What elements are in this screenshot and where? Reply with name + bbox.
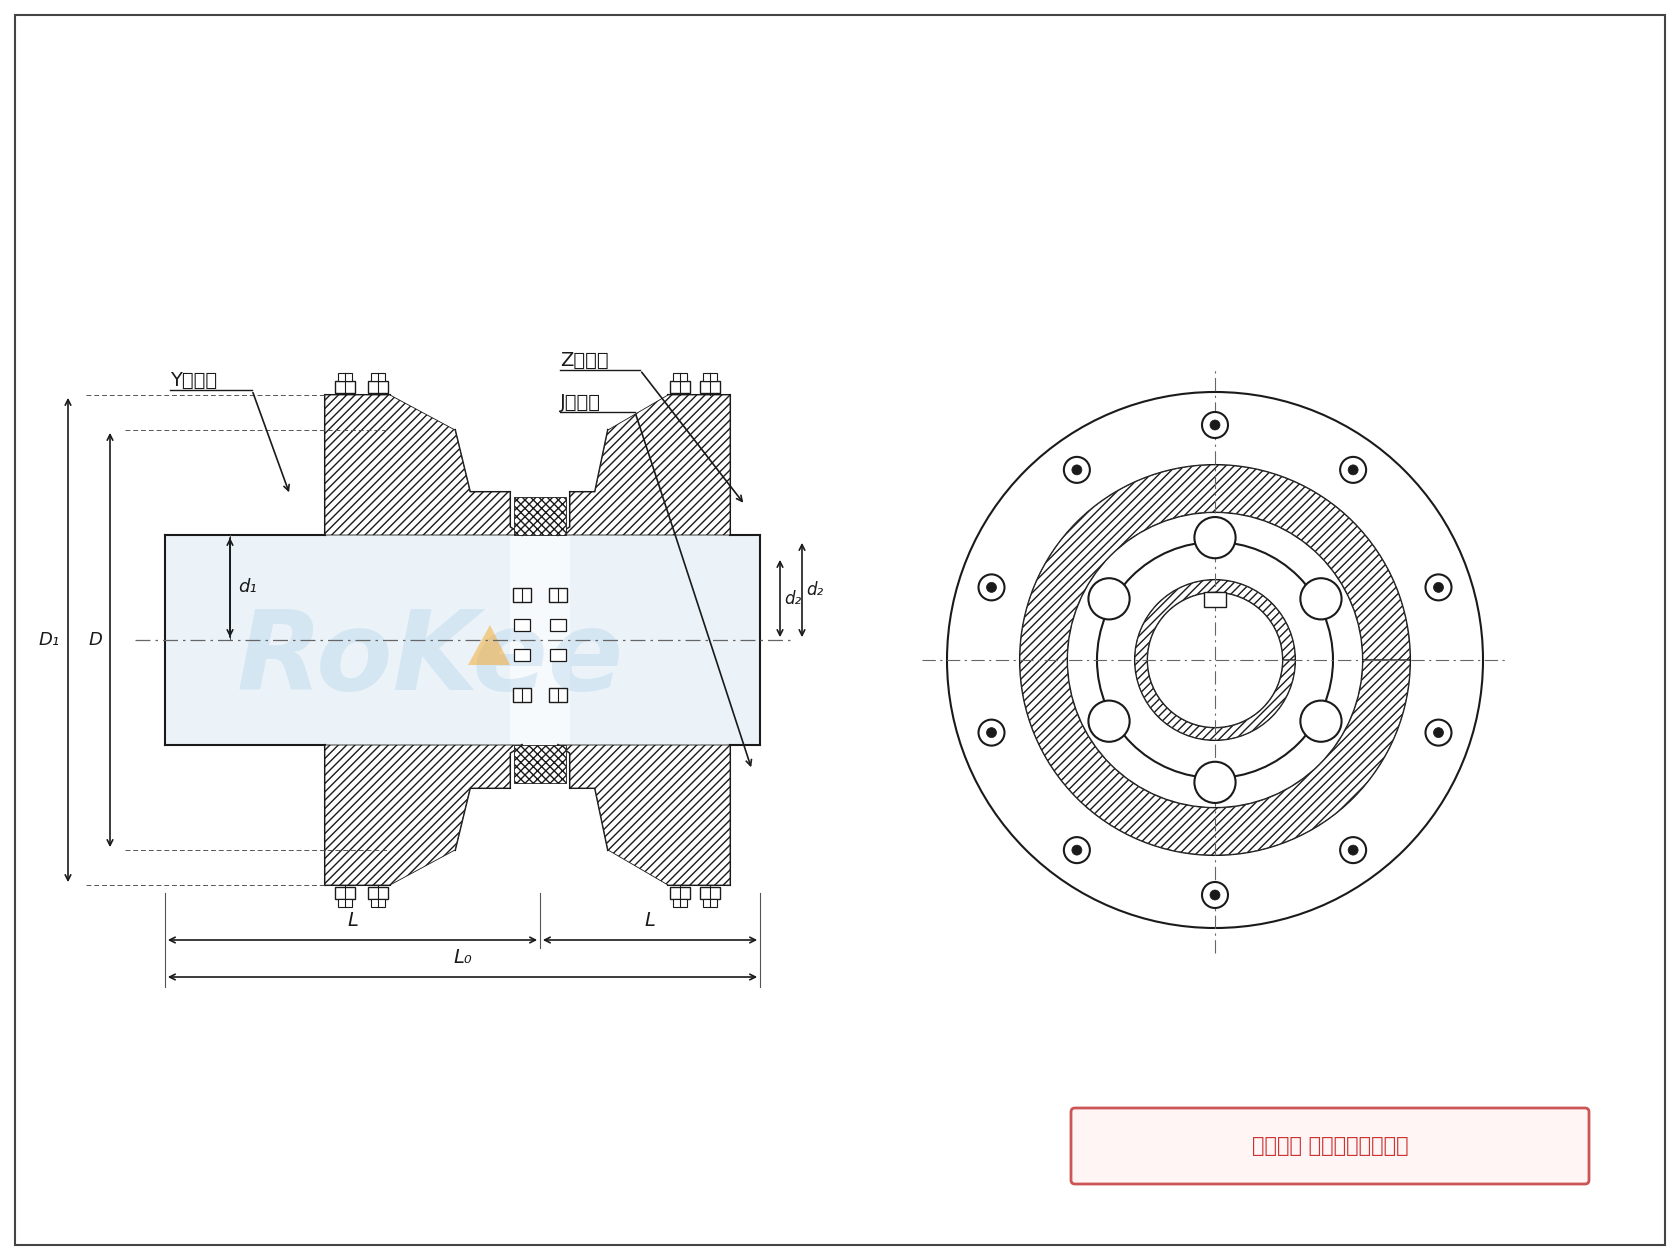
Text: Z型轴孔: Z型轴孔 (559, 352, 608, 370)
Polygon shape (514, 496, 566, 536)
Bar (670, 381, 690, 393)
Circle shape (1089, 701, 1129, 742)
Circle shape (1072, 465, 1082, 475)
Bar (368, 381, 388, 393)
Circle shape (948, 392, 1483, 929)
Bar (702, 898, 717, 907)
Circle shape (1433, 727, 1443, 737)
Text: 版权所有 侵权必被严厉追究: 版权所有 侵权必被严厉追究 (1252, 1137, 1408, 1155)
Bar (674, 898, 687, 907)
Text: d₂: d₂ (785, 590, 801, 607)
Bar (701, 887, 721, 898)
Circle shape (1072, 845, 1082, 856)
Bar (338, 898, 353, 907)
Circle shape (1147, 592, 1284, 728)
Circle shape (1300, 578, 1342, 620)
Bar (1205, 592, 1226, 607)
Circle shape (1194, 517, 1235, 558)
FancyBboxPatch shape (1072, 1108, 1589, 1184)
Bar (514, 619, 529, 631)
Circle shape (1433, 582, 1443, 592)
Circle shape (1136, 580, 1295, 740)
Bar (549, 649, 566, 662)
Text: J型轴孔: J型轴孔 (559, 393, 601, 412)
Circle shape (986, 727, 996, 737)
Bar (670, 887, 690, 898)
Bar (701, 381, 721, 393)
Bar (334, 381, 354, 393)
Bar (371, 898, 385, 907)
Text: L: L (348, 911, 358, 930)
Bar (549, 619, 566, 631)
Circle shape (1341, 457, 1366, 483)
Circle shape (1347, 465, 1357, 475)
Circle shape (1194, 762, 1235, 803)
Circle shape (978, 719, 1005, 746)
Bar (702, 373, 717, 381)
Polygon shape (469, 625, 511, 665)
Text: L: L (645, 911, 655, 930)
Polygon shape (1136, 580, 1295, 740)
Bar (549, 588, 568, 602)
Text: RoKee: RoKee (237, 606, 623, 713)
Bar (570, 536, 759, 745)
Circle shape (986, 582, 996, 592)
Circle shape (1347, 845, 1357, 856)
Bar (371, 373, 385, 381)
Circle shape (1210, 890, 1220, 900)
Bar (512, 588, 531, 602)
Bar (165, 536, 511, 745)
Circle shape (1067, 512, 1362, 808)
Text: D: D (87, 631, 102, 649)
Text: D₁: D₁ (39, 631, 60, 649)
Circle shape (1341, 837, 1366, 863)
Bar (511, 536, 570, 745)
Circle shape (1089, 578, 1129, 620)
Polygon shape (165, 394, 522, 536)
Circle shape (1426, 719, 1452, 746)
Bar (674, 373, 687, 381)
Text: RoKee: RoKee (986, 616, 1374, 723)
Bar (334, 887, 354, 898)
Polygon shape (558, 745, 759, 885)
Bar (514, 649, 529, 662)
Circle shape (1210, 420, 1220, 430)
Bar (512, 688, 531, 702)
Bar (549, 688, 568, 702)
Polygon shape (514, 745, 566, 782)
Text: d₁: d₁ (239, 578, 257, 596)
Circle shape (1063, 457, 1090, 483)
Text: d₂: d₂ (806, 581, 823, 598)
Polygon shape (558, 394, 759, 536)
Circle shape (1201, 412, 1228, 438)
Text: L₀: L₀ (454, 948, 472, 966)
Circle shape (1020, 465, 1410, 856)
Circle shape (1426, 575, 1452, 600)
Circle shape (978, 575, 1005, 600)
Bar (338, 373, 353, 381)
Circle shape (1300, 701, 1342, 742)
Circle shape (1201, 882, 1228, 908)
Circle shape (1063, 837, 1090, 863)
Text: Y型轴孔: Y型轴孔 (170, 370, 217, 391)
Bar (368, 887, 388, 898)
Circle shape (1097, 542, 1332, 777)
Polygon shape (165, 745, 522, 885)
Polygon shape (1020, 465, 1410, 856)
